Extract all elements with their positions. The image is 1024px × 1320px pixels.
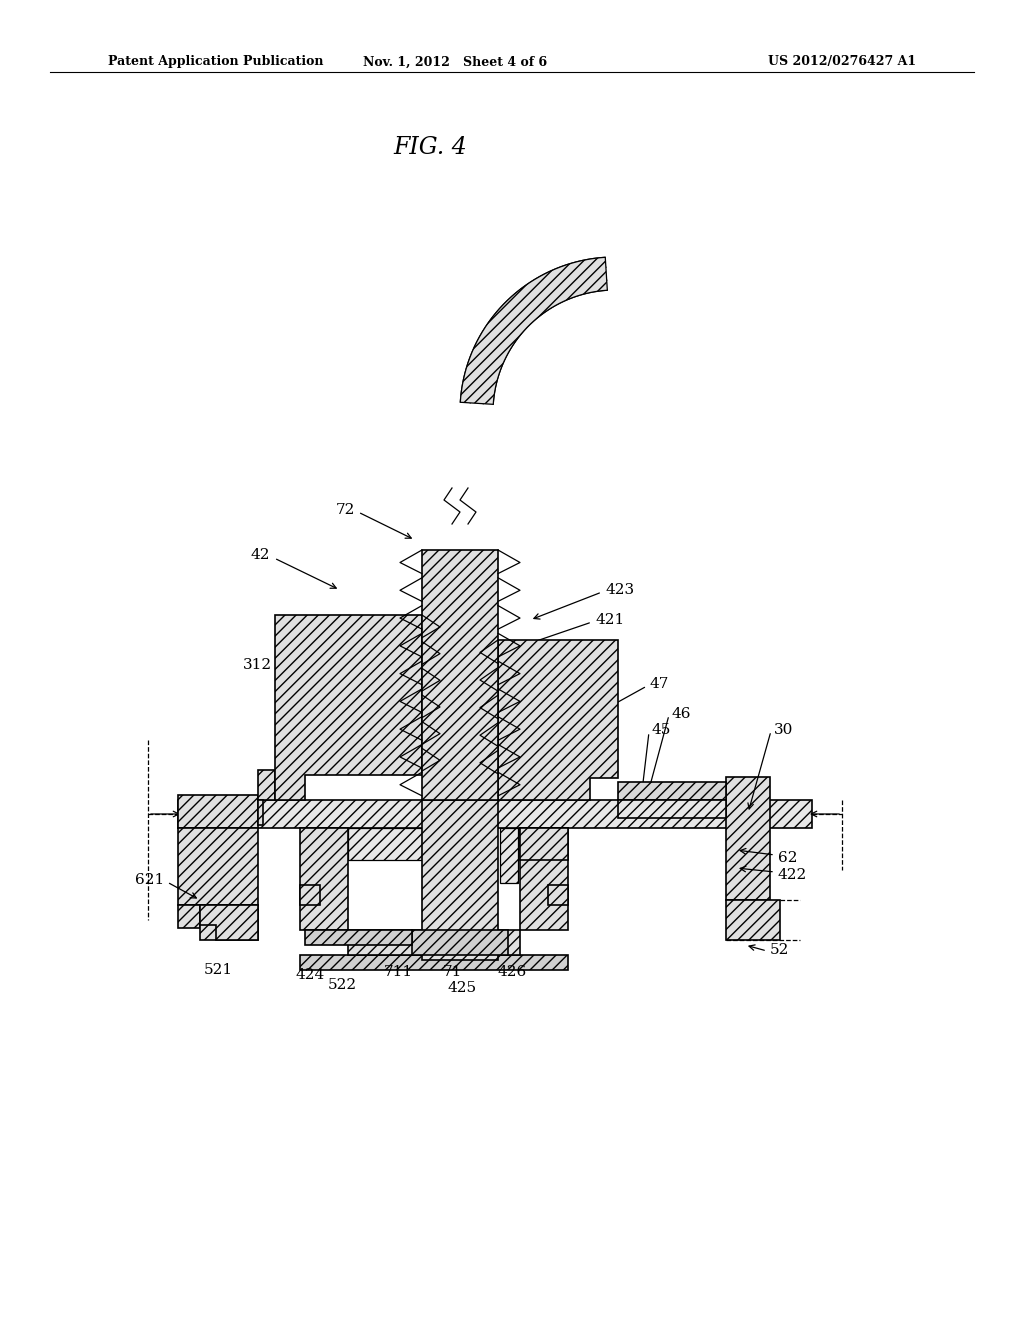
Polygon shape (461, 257, 607, 404)
Text: 62: 62 (778, 851, 798, 865)
Text: 423: 423 (605, 583, 634, 597)
Polygon shape (178, 828, 258, 906)
Text: 312: 312 (243, 657, 272, 672)
Polygon shape (726, 900, 780, 940)
Polygon shape (275, 615, 422, 800)
Polygon shape (498, 640, 618, 800)
Text: Patent Application Publication: Patent Application Publication (108, 55, 324, 69)
Polygon shape (300, 954, 568, 970)
Text: 621: 621 (135, 873, 164, 887)
Text: 521: 521 (204, 964, 232, 977)
Polygon shape (520, 828, 568, 861)
Text: 42: 42 (251, 548, 270, 562)
Polygon shape (412, 931, 508, 954)
Text: 72: 72 (336, 503, 355, 517)
Text: 47: 47 (650, 677, 670, 690)
Polygon shape (300, 828, 348, 931)
Polygon shape (200, 906, 258, 940)
Text: 711: 711 (383, 965, 413, 979)
Polygon shape (258, 800, 263, 825)
Polygon shape (348, 828, 422, 861)
Text: 45: 45 (652, 723, 672, 737)
Text: US 2012/0276427 A1: US 2012/0276427 A1 (768, 55, 916, 69)
Polygon shape (422, 550, 498, 800)
Polygon shape (500, 828, 518, 883)
Text: 71: 71 (442, 965, 462, 979)
Text: 426: 426 (498, 965, 526, 979)
Polygon shape (520, 828, 568, 931)
Text: 424: 424 (295, 968, 325, 982)
Text: 52: 52 (770, 942, 790, 957)
Text: 425: 425 (447, 981, 476, 995)
Polygon shape (305, 931, 412, 945)
Polygon shape (178, 795, 258, 828)
Text: 421: 421 (595, 612, 625, 627)
Polygon shape (726, 777, 770, 900)
Polygon shape (200, 906, 258, 940)
Polygon shape (422, 800, 498, 960)
Text: 30: 30 (774, 723, 794, 737)
Polygon shape (548, 884, 568, 906)
Polygon shape (178, 906, 200, 928)
Polygon shape (348, 931, 520, 954)
Text: 46: 46 (672, 708, 691, 721)
Polygon shape (618, 800, 726, 818)
Polygon shape (300, 884, 319, 906)
Text: 422: 422 (778, 869, 807, 882)
Text: FIG. 4: FIG. 4 (393, 136, 467, 160)
Text: Nov. 1, 2012   Sheet 4 of 6: Nov. 1, 2012 Sheet 4 of 6 (362, 55, 547, 69)
Polygon shape (618, 781, 726, 800)
Text: 522: 522 (328, 978, 356, 993)
Polygon shape (178, 800, 812, 828)
Polygon shape (258, 770, 275, 800)
